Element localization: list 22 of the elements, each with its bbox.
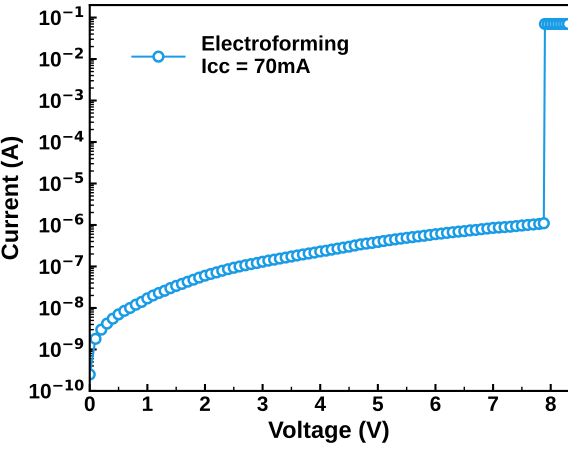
- x-tick-label: 3: [257, 396, 268, 412]
- y-tick-label: 10$^{−7}$: [40, 255, 84, 274]
- y-tick-label: 10$^{−9}$: [40, 338, 84, 358]
- x-tick-label: 8: [546, 396, 556, 412]
- x-tick-label: 5: [372, 396, 384, 412]
- x-tick-label: 6: [430, 396, 441, 412]
- x-axis-title: Voltage (V): [268, 420, 388, 443]
- x-tick-label: 1: [142, 396, 153, 411]
- x-tick-label: 2: [200, 396, 210, 411]
- y-tick-label: 10$^{−3}$: [40, 89, 84, 108]
- y-axis-title: Current (A): [0, 136, 23, 260]
- y-tick-label: 10$^{−6}$: [40, 214, 84, 233]
- legend-label: Electroforming Icc = 70mA: [202, 35, 348, 74]
- y-tick-label: 10$^{−1}$: [40, 6, 84, 26]
- y-tick-label: 10$^{−8}$: [40, 296, 84, 316]
- x-tick-label: 0: [84, 396, 95, 412]
- x-tick-label: 4: [314, 396, 326, 411]
- y-tick-label: 10$^{−10}$: [30, 380, 84, 399]
- y-tick-label: 10$^{−5}$: [40, 172, 84, 192]
- x-tick-label: 7: [488, 396, 498, 411]
- y-tick-label: 10$^{−4}$: [40, 130, 84, 150]
- y-tick-label: 10$^{−2}$: [40, 48, 83, 67]
